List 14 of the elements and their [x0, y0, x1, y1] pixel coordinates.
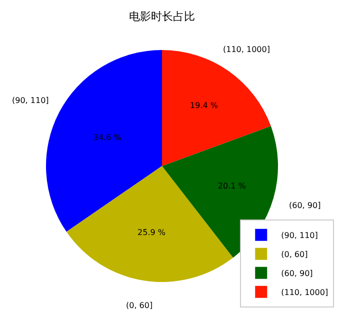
slice-label: (110, 1000] — [223, 45, 270, 54]
chart-title: 电影时长占比 — [129, 10, 196, 23]
slice-label: (0, 60] — [126, 301, 153, 310]
pie-slice — [66, 166, 234, 282]
data-label: 25.9 % — [138, 228, 166, 237]
legend-label: (90, 110] — [281, 231, 318, 240]
data-label: 19.4 % — [190, 101, 218, 110]
slice-label: (60, 90] — [289, 201, 321, 210]
legend-label: (60, 90] — [281, 269, 313, 278]
legend-label: (0, 60] — [281, 250, 308, 259]
legend-label: (110, 1000] — [281, 288, 328, 297]
data-label: 34.6 % — [93, 132, 122, 142]
slice-label: (90, 110] — [12, 96, 49, 105]
data-label: 20.1 % — [218, 182, 246, 191]
